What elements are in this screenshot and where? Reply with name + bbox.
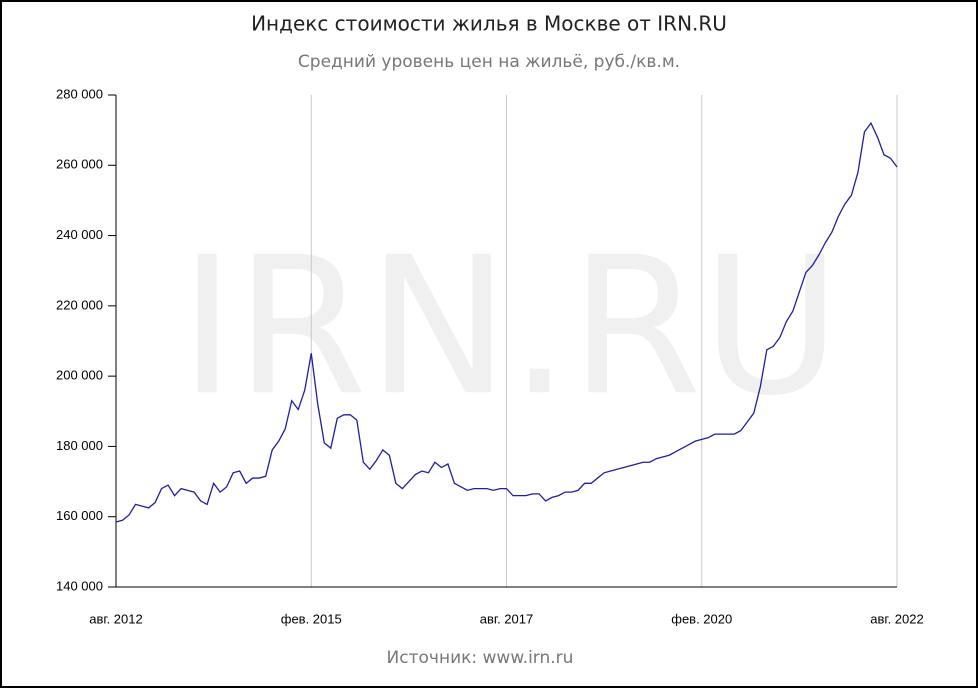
y-tick-label: 220 000 — [56, 297, 103, 312]
y-tick-label: 160 000 — [56, 508, 103, 523]
x-tick-label: авг. 2022 — [870, 611, 923, 626]
watermark: IRN.RU — [179, 216, 841, 437]
x-tick-label: авг. 2017 — [480, 611, 533, 626]
y-tick-label: 240 000 — [56, 227, 103, 242]
y-tick-label: 200 000 — [56, 368, 103, 383]
x-tick-label: фев. 2015 — [281, 611, 342, 626]
chart-subtitle: Средний уровень цен на жильё, руб./кв.м. — [298, 52, 680, 72]
y-tick-label: 280 000 — [56, 86, 103, 101]
y-tick-label: 140 000 — [56, 578, 103, 593]
y-tick-label: 180 000 — [56, 438, 103, 453]
x-tick-label: фев. 2020 — [671, 611, 732, 626]
y-tick-label: 260 000 — [56, 157, 103, 172]
line — [115, 121, 898, 523]
chart-title: Индекс стоимости жилья в Москве от IRN.R… — [251, 12, 727, 36]
source: Источник: www.irn.ru — [387, 648, 574, 668]
x-tick-label: авг. 2012 — [89, 611, 142, 626]
